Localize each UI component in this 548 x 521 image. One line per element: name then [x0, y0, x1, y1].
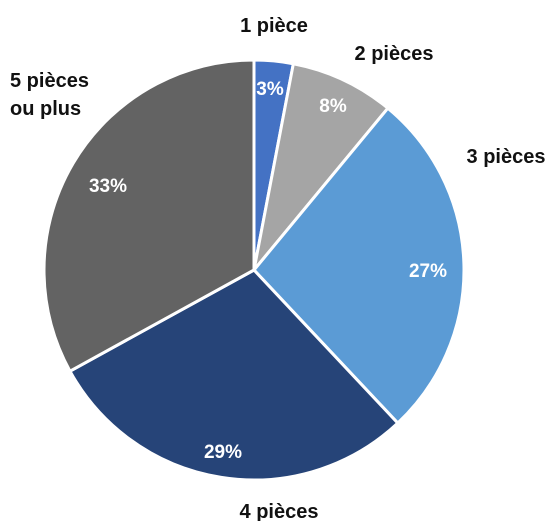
category-label-2: 2 pièces	[355, 43, 434, 65]
category-label-1: 1 pièce	[240, 15, 308, 37]
percent-label-2: 8%	[319, 96, 347, 117]
category-label-line: 2 pièces	[355, 43, 434, 65]
category-label-line: 1 pièce	[240, 15, 308, 37]
category-label-3: 3 pièces	[467, 146, 546, 168]
percent-label-5: 33%	[89, 176, 127, 197]
pie-slice-3	[252, 106, 466, 426]
percent-label-4: 29%	[204, 442, 242, 463]
pie-slice-2	[252, 61, 390, 271]
pie-slice-5	[42, 58, 256, 374]
category-label-line: 4 pièces	[240, 501, 319, 521]
category-labels: 1 pièce 2 pièces 3 pièces 4 pièces 5 pièces o…	[10, 15, 545, 521]
category-label-5: 5 pièces ou plus	[10, 70, 89, 120]
category-label-line: ou plus	[10, 98, 81, 120]
category-label-line: 3 pièces	[467, 146, 546, 168]
percent-labels: 3% 8% 27% 29% 33%	[89, 79, 447, 463]
pie-slices	[42, 58, 466, 482]
category-label-4: 4 pièces	[240, 501, 319, 521]
percent-label-3: 27%	[409, 261, 447, 282]
pie-slice-4	[67, 268, 400, 482]
category-label-line: 5 pièces	[10, 70, 89, 92]
percent-label-1: 3%	[256, 79, 284, 100]
